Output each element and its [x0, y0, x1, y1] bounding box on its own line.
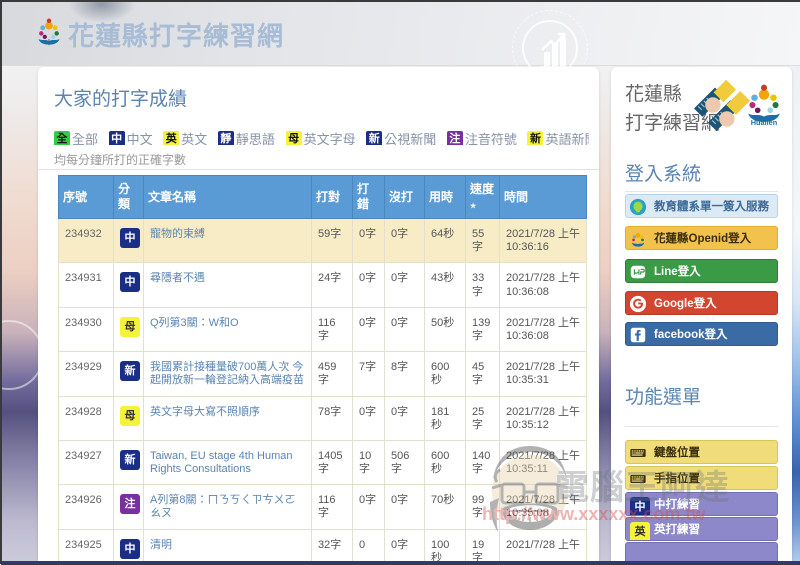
svg-text:Hualien: Hualien: [751, 118, 778, 125]
